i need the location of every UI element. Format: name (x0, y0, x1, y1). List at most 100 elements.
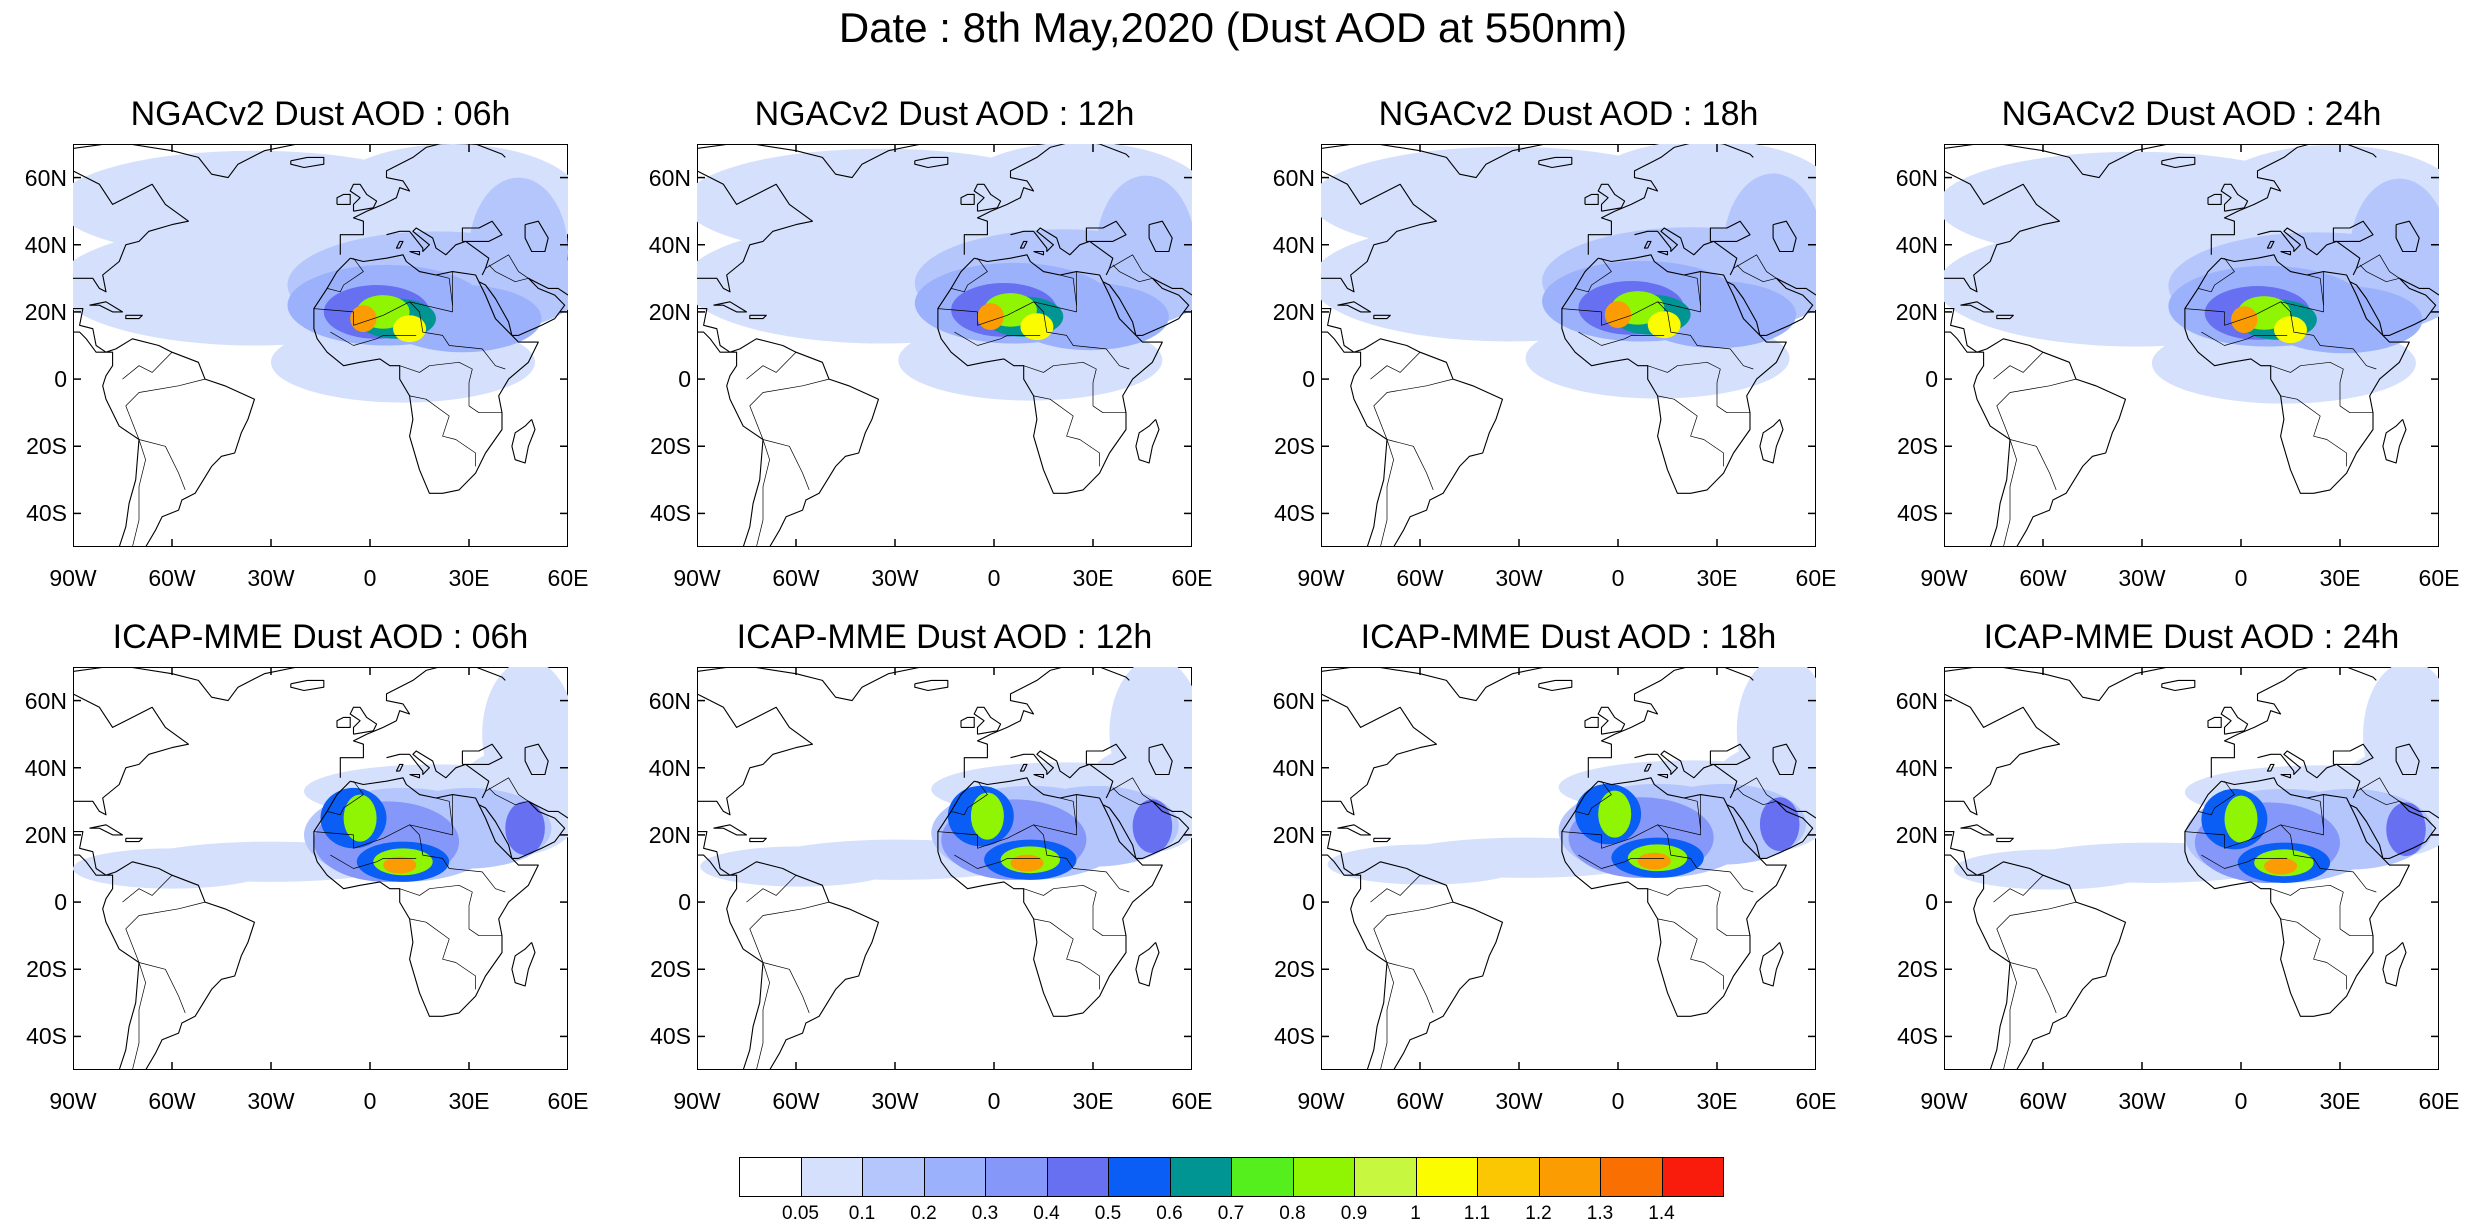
lon-label: 90W (1297, 565, 1345, 591)
coastline (2210, 144, 2377, 255)
map-canvas (1321, 144, 1816, 547)
coastline (1960, 824, 1995, 836)
country-border (1996, 901, 2077, 1014)
lon-label: 60W (2019, 565, 2067, 591)
lat-label: 0 (1925, 889, 1938, 916)
dust-aod-contour (1598, 790, 1632, 838)
lon-label: 90W (1297, 1088, 1345, 1114)
country-border (409, 395, 476, 467)
colorbar-box (862, 1157, 925, 1197)
coastline (963, 667, 1130, 778)
lon-label: 30E (2319, 1088, 2361, 1114)
coastline (395, 240, 404, 249)
colorbar-label: 1 (1410, 1203, 1421, 1224)
lon-label: 0 (987, 1088, 1001, 1114)
coastline (1561, 777, 1787, 1017)
coastline (125, 314, 143, 320)
country-border (1575, 780, 1612, 816)
dust-aod-contour (343, 794, 377, 842)
coastline (2184, 777, 2410, 1017)
colorbar-box (1600, 1157, 1663, 1197)
lat-label: 40N (24, 754, 67, 781)
map-canvas (73, 144, 568, 547)
coastline (1759, 419, 1784, 464)
coastline (1584, 716, 1599, 728)
country-border (749, 378, 830, 491)
coastline (1010, 750, 1114, 799)
country-border (327, 257, 364, 293)
coastline (89, 824, 124, 836)
country-border (2270, 361, 2373, 414)
lon-label: 60E (2418, 565, 2460, 591)
coastline (1772, 220, 1797, 253)
lon-label: 30E (1072, 565, 1114, 591)
coastline (386, 750, 490, 799)
lon-label: 60W (2019, 1088, 2067, 1114)
dust-aod-field (73, 667, 568, 889)
coastline (386, 227, 490, 276)
lat-label: 0 (678, 366, 691, 393)
dust-aod-contour (2264, 857, 2298, 875)
coastline (478, 800, 568, 859)
panel-title: NGACv2 Dust AOD : 06h (130, 95, 511, 133)
lat-label: 60N (24, 164, 67, 191)
lat-label: 60N (1895, 164, 1938, 191)
country-border (1059, 274, 1077, 306)
coastline (1373, 314, 1391, 320)
dust-aod-field (1321, 144, 1816, 399)
coastline (409, 773, 421, 779)
dust-aod-contour (970, 792, 1004, 840)
coastline (339, 144, 506, 255)
lon-label: 30W (871, 565, 919, 591)
dust-aod-contour (383, 856, 417, 874)
coastline (478, 277, 568, 336)
coastline (2382, 942, 2407, 987)
lon-label: 0 (363, 565, 377, 591)
colorbar-label: 0.1 (848, 1203, 876, 1224)
coastline (73, 667, 256, 1070)
country-border (1657, 824, 1754, 893)
panel-title: ICAP-MME Dust AOD : 18h (1360, 618, 1777, 656)
lon-label: 60W (148, 1088, 196, 1114)
coastline (1634, 227, 1738, 276)
map-canvas (697, 144, 1192, 547)
coastline (2349, 800, 2439, 859)
lon-label: 60W (772, 565, 820, 591)
coastline (1148, 743, 1173, 776)
coastline (313, 254, 539, 494)
coastline (2332, 220, 2374, 242)
country-border (2306, 274, 2324, 306)
coastline (2395, 743, 2420, 776)
country-border (125, 901, 206, 1014)
coastline (1102, 277, 1192, 336)
coastline (1561, 254, 1787, 494)
coastline (409, 250, 421, 256)
country-border (122, 351, 173, 380)
panel-title: ICAP-MME Dust AOD : 24h (1983, 618, 2400, 656)
lat-label: 40S (1897, 500, 1938, 527)
coastline (1377, 667, 1546, 702)
country-border (1370, 351, 1421, 380)
lon-label: 60E (1171, 1088, 1213, 1114)
country-border (2003, 962, 2017, 1070)
country-border (1575, 257, 1612, 293)
lat-label: 40N (648, 754, 691, 781)
lon-label: 0 (987, 565, 1001, 591)
colorbar-box (1538, 1157, 1601, 1197)
country-border (409, 301, 506, 370)
lat-label: 40N (1895, 754, 1938, 781)
lon-label: 30E (448, 565, 490, 591)
country-border (1373, 378, 1454, 491)
coastline (1634, 750, 1738, 799)
colorbar-label: 0.8 (1279, 1203, 1306, 1224)
lon-label: 90W (49, 565, 97, 591)
lat-label: 40N (1895, 231, 1938, 258)
coastline (1657, 773, 1669, 779)
lat-label: 40S (26, 1023, 67, 1050)
lat-label: 0 (1302, 889, 1315, 916)
lon-label: 30W (2118, 1088, 2166, 1114)
country-border (1993, 874, 2044, 903)
lat-label: 20N (1895, 298, 1938, 325)
figure-title: Date : 8th May,2020 (Dust AOD at 550nm) (838, 4, 1628, 51)
colorbar-box (1661, 1157, 1724, 1197)
